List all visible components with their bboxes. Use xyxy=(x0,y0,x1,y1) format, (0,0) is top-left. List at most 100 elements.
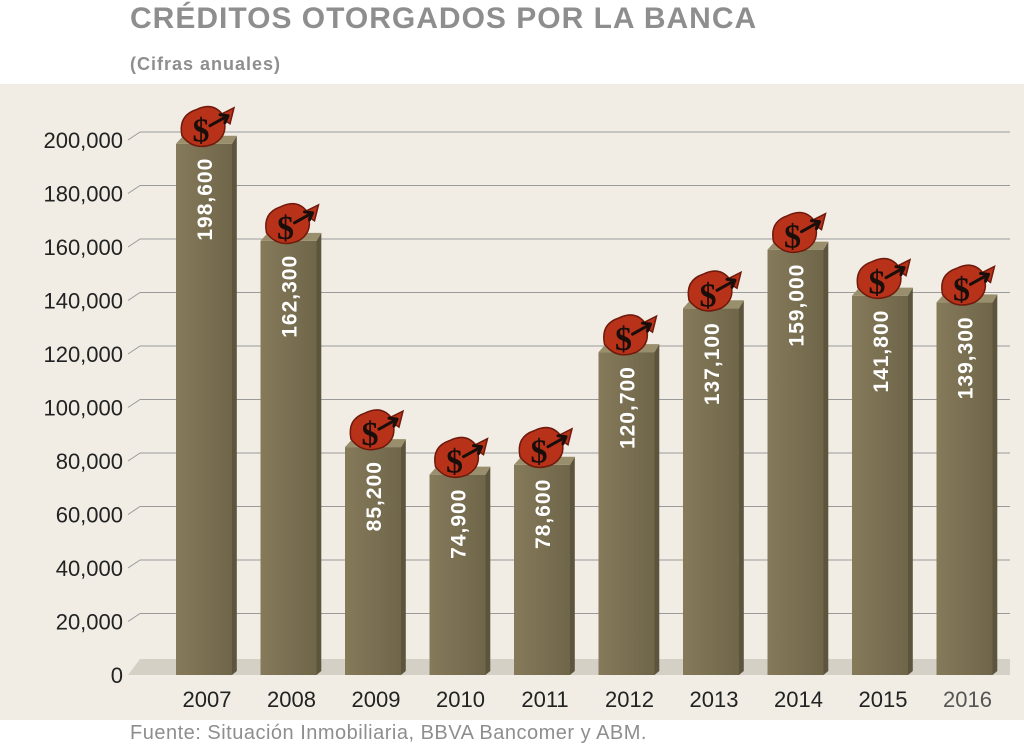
y-tick-label: 40,000 xyxy=(56,556,123,581)
data-label: 120,700 xyxy=(617,366,640,449)
x-tick-label: 2009 xyxy=(352,687,401,712)
dollar-arrow-icon: $ xyxy=(265,202,320,247)
data-label: 162,300 xyxy=(279,255,302,338)
dollar-glyph: $ xyxy=(784,219,801,256)
x-tick-label: 2010 xyxy=(436,687,485,712)
arrow-glyph xyxy=(884,265,906,280)
dollar-glyph: $ xyxy=(953,271,970,308)
gridline-depth xyxy=(127,238,141,248)
dollar-arrow-icon: $ xyxy=(687,270,743,314)
source-note: Fuente: Situación Inmobiliaria, BBVA Ban… xyxy=(130,722,647,744)
y-tick-label: 180,000 xyxy=(43,182,123,207)
bar-side xyxy=(992,294,998,675)
gridline-depth xyxy=(127,345,141,355)
dollar-glyph: $ xyxy=(869,265,886,302)
arrow-glyph xyxy=(377,416,399,431)
bar-group: 120,700 $ xyxy=(598,314,660,675)
dollar-glyph: $ xyxy=(531,434,548,471)
bar-group: 74,900 $ xyxy=(429,436,491,675)
data-label: 78,600 xyxy=(532,479,555,549)
y-tick-label: 160,000 xyxy=(43,235,123,260)
dollar-glyph: $ xyxy=(700,277,717,314)
bar-group: 198,600 $ xyxy=(176,105,237,675)
y-tick-label: 140,000 xyxy=(43,289,123,314)
bar xyxy=(176,143,232,675)
y-tick-label: 100,000 xyxy=(43,396,123,421)
data-label: 137,100 xyxy=(701,322,724,405)
bar-group: 141,800 $ xyxy=(852,257,913,675)
dollar-glyph: $ xyxy=(615,321,632,358)
dollar-arrow-icon: $ xyxy=(349,409,405,453)
arrow-glyph xyxy=(293,210,314,225)
dollar-arrow-icon: $ xyxy=(518,426,574,471)
bar-side xyxy=(485,466,491,675)
bar xyxy=(852,295,908,675)
y-tick-label: 20,000 xyxy=(56,610,123,635)
x-tick-label: 2013 xyxy=(690,687,739,712)
bar-group: 85,200 $ xyxy=(345,409,406,675)
dollar-arrow-icon: $ xyxy=(603,314,658,358)
x-tick-label: 2015 xyxy=(859,687,908,712)
data-label: 198,600 xyxy=(194,158,217,241)
icon-swoosh xyxy=(603,314,658,356)
bar xyxy=(936,302,993,675)
bar xyxy=(345,447,401,675)
bars: 198,600 $162,300 $85,200 $74,900 $78,600 $120… xyxy=(176,105,998,676)
dollar-arrow-icon: $ xyxy=(941,264,996,308)
icon-swoosh xyxy=(518,426,574,469)
bar-group: 159,000 $ xyxy=(767,211,829,676)
data-label: 74,900 xyxy=(448,489,471,559)
chart-title: CRÉDITOS OTORGADOS POR LA BANCA xyxy=(130,2,758,35)
dollar-glyph: $ xyxy=(362,416,379,453)
bar-group: 78,600 $ xyxy=(514,426,575,675)
bar-side xyxy=(570,456,575,675)
arrow-glyph xyxy=(969,271,990,286)
dollar-glyph: $ xyxy=(277,210,294,247)
gridline-depth xyxy=(127,185,141,194)
dollar-glyph: $ xyxy=(446,444,463,481)
bar-chart: 0 20,000 40,000 60,000 80,000 100,000 120,000 1… xyxy=(0,84,1024,720)
bar-group: 137,100 $ xyxy=(683,270,744,675)
icon-swoosh xyxy=(349,409,405,451)
y-tick-label: 0 xyxy=(111,663,123,688)
x-tick-label: 2016 xyxy=(943,687,992,712)
x-axis-ticks: 2007 2008 2009 2010 2011 2012 2013 2014 2015 2016 xyxy=(183,687,992,712)
bar-group: 162,300 $ xyxy=(260,202,322,675)
bar-side xyxy=(654,344,660,675)
bar-side xyxy=(401,439,406,675)
icon-swoosh xyxy=(687,270,743,312)
bar-side xyxy=(739,300,744,675)
bar xyxy=(598,352,655,675)
chart-subtitle: (Cifras anuales) xyxy=(130,54,282,74)
y-tick-label: 120,000 xyxy=(43,342,123,367)
data-label: 85,200 xyxy=(363,461,386,531)
y-tick-label: 200,000 xyxy=(43,128,123,153)
dollar-arrow-icon: $ xyxy=(772,211,827,256)
data-label: 139,300 xyxy=(955,316,978,399)
bar xyxy=(767,249,824,676)
y-tick-label: 80,000 xyxy=(56,449,123,474)
arrow-glyph xyxy=(800,219,821,234)
arrow-glyph xyxy=(546,434,568,449)
dollar-glyph: $ xyxy=(193,113,210,150)
x-tick-label: 2011 xyxy=(521,687,568,712)
bar-side xyxy=(232,135,237,675)
bar xyxy=(429,474,486,675)
gridline-depth xyxy=(127,452,141,462)
bar-side xyxy=(823,241,829,676)
bar xyxy=(514,464,570,675)
dollar-arrow-icon: $ xyxy=(180,105,236,150)
gridline-depth xyxy=(127,399,141,408)
bar xyxy=(260,240,317,675)
dollar-arrow-icon: $ xyxy=(434,436,489,481)
bar-side xyxy=(316,232,322,675)
gridline-depth xyxy=(127,131,141,141)
bar xyxy=(683,308,739,675)
icon-swoosh xyxy=(434,436,489,479)
arrow-glyph xyxy=(208,113,230,128)
gridline-depth xyxy=(127,506,141,515)
x-tick-label: 2007 xyxy=(183,687,232,712)
x-tick-label: 2008 xyxy=(267,687,316,712)
gridline-depth xyxy=(127,613,141,622)
arrow-glyph xyxy=(631,321,652,336)
